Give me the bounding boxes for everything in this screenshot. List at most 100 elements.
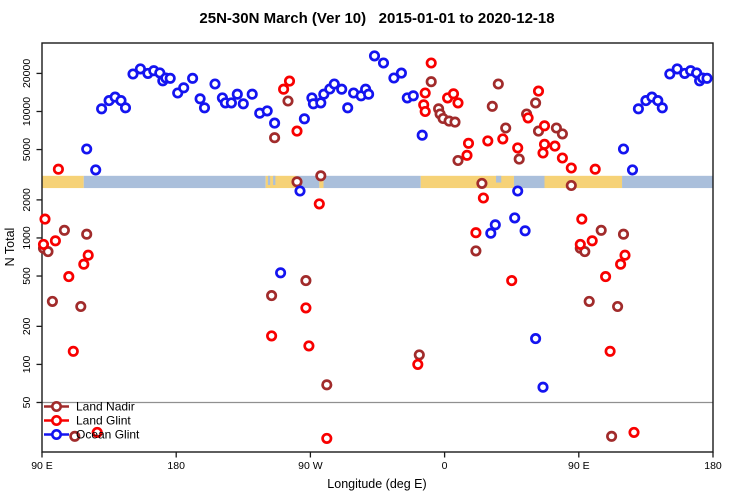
data-point bbox=[368, 50, 381, 62]
data-point bbox=[67, 345, 79, 357]
data-point bbox=[537, 381, 549, 393]
data-point bbox=[90, 164, 102, 176]
data-point bbox=[425, 76, 437, 88]
legend-marker bbox=[50, 400, 62, 412]
legend-label: Land Nadir bbox=[76, 400, 135, 414]
data-point bbox=[336, 83, 348, 95]
data-point bbox=[537, 147, 549, 159]
y-tick-label: 2000 bbox=[21, 188, 33, 212]
data-point bbox=[300, 302, 312, 314]
data-point bbox=[604, 345, 616, 357]
data-point bbox=[198, 102, 211, 114]
data-point bbox=[231, 88, 243, 100]
data-point bbox=[261, 105, 273, 117]
y-tick-label: 5000 bbox=[21, 138, 33, 162]
band-segment-land bbox=[319, 175, 324, 189]
data-point bbox=[671, 63, 683, 75]
data-point bbox=[452, 97, 464, 109]
band-segment-land bbox=[42, 175, 84, 189]
data-point bbox=[298, 113, 310, 125]
y-axis-label: N Total bbox=[3, 228, 17, 267]
data-point bbox=[574, 238, 586, 250]
data-point bbox=[363, 88, 375, 100]
data-point bbox=[225, 97, 237, 109]
data-point bbox=[413, 349, 425, 361]
data-point bbox=[407, 90, 419, 102]
chart-title: 25N-30N March (Ver 10) 2015-01-01 to 202… bbox=[199, 10, 554, 27]
x-tick-label: 90 W bbox=[298, 460, 323, 472]
plot-axes: 90 E 180 90 W 0 90 E 180 20000 10000 5000 2000 100… bbox=[21, 42, 722, 472]
data-point bbox=[492, 78, 504, 90]
data-point bbox=[377, 57, 390, 69]
data-point bbox=[78, 258, 90, 270]
data-point bbox=[300, 275, 312, 287]
data-point bbox=[37, 238, 50, 250]
data-point bbox=[513, 153, 525, 165]
data-point bbox=[486, 100, 498, 112]
data-point bbox=[246, 88, 258, 100]
legend-marker bbox=[50, 414, 62, 426]
x-tick-label: 90 E bbox=[31, 460, 53, 472]
data-point bbox=[425, 57, 437, 69]
data-point bbox=[419, 87, 431, 99]
data-point bbox=[530, 333, 542, 345]
legend-marker bbox=[50, 428, 62, 440]
band-segment-ocean bbox=[513, 175, 545, 189]
data-point bbox=[294, 185, 306, 197]
band-inlet-ocean bbox=[273, 175, 276, 186]
data-point bbox=[556, 152, 568, 164]
data-point bbox=[419, 105, 431, 118]
data-point bbox=[606, 430, 618, 442]
band-segment-ocean bbox=[83, 175, 266, 189]
data-point bbox=[127, 68, 139, 80]
data-point bbox=[617, 228, 630, 240]
data-point bbox=[82, 249, 94, 261]
data-point bbox=[342, 102, 354, 114]
data-point bbox=[49, 235, 61, 247]
data-point bbox=[470, 245, 482, 257]
data-point bbox=[595, 224, 607, 236]
data-point bbox=[416, 129, 428, 141]
data-point bbox=[313, 198, 325, 210]
data-point bbox=[556, 128, 568, 140]
data-point bbox=[63, 271, 75, 283]
band-segment-ocean bbox=[622, 175, 713, 189]
data-point bbox=[462, 137, 475, 149]
data-point bbox=[538, 138, 551, 150]
data-point bbox=[321, 379, 333, 391]
data-point bbox=[52, 163, 64, 175]
land-ocean-band bbox=[42, 175, 713, 189]
x-tick-label: 180 bbox=[704, 460, 722, 472]
data-point bbox=[617, 143, 630, 155]
plot-border bbox=[41, 42, 714, 453]
legend-item-ocean-glint: Ocean Glint bbox=[44, 428, 140, 442]
y-tick-label: 500 bbox=[21, 267, 33, 285]
data-point bbox=[328, 78, 340, 90]
data-point bbox=[619, 249, 631, 261]
series-land-nadir bbox=[37, 76, 630, 442]
data-point bbox=[532, 85, 545, 97]
data-point bbox=[565, 179, 577, 192]
data-point bbox=[589, 163, 601, 175]
data-point bbox=[519, 225, 531, 237]
data-point bbox=[497, 133, 509, 145]
data-point bbox=[315, 97, 327, 109]
data-point bbox=[194, 93, 206, 105]
data-point bbox=[477, 192, 489, 204]
data-point bbox=[75, 300, 87, 313]
data-point bbox=[81, 143, 93, 155]
y-tick-label: 200 bbox=[21, 317, 33, 335]
data-point bbox=[549, 140, 561, 152]
data-point bbox=[583, 295, 595, 307]
data-point bbox=[178, 82, 190, 94]
data-point bbox=[412, 358, 424, 370]
data-point bbox=[134, 63, 146, 75]
data-point bbox=[282, 95, 294, 107]
data-point bbox=[119, 102, 132, 114]
data-point bbox=[388, 72, 400, 84]
data-point bbox=[538, 120, 551, 132]
data-point bbox=[278, 83, 290, 95]
series-land-glint bbox=[37, 57, 640, 444]
data-point bbox=[209, 78, 221, 90]
x-tick-label: 0 bbox=[442, 460, 448, 472]
